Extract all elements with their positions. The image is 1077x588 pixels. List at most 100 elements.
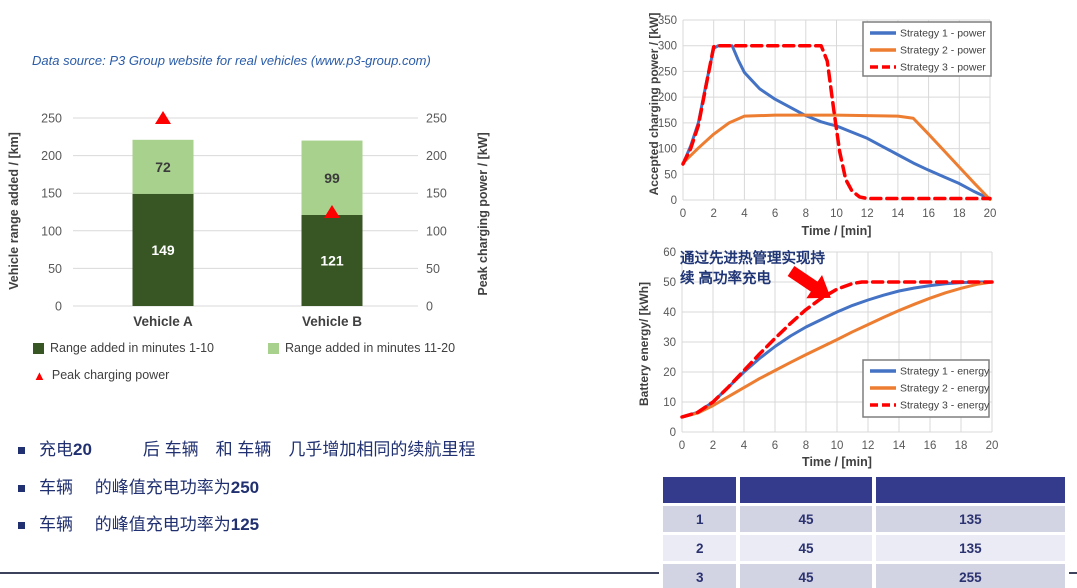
svg-text:300: 300 (658, 41, 677, 53)
svg-text:12: 12 (861, 208, 874, 220)
svg-text:121: 121 (320, 253, 344, 269)
legend-item-peak-power: ▲ Peak charging power (33, 368, 169, 382)
svg-text:18: 18 (953, 208, 966, 220)
bullet-item: 车辆 的峰值充电功率为125 (18, 513, 475, 538)
svg-text:50: 50 (48, 262, 62, 276)
svg-text:2: 2 (710, 208, 716, 220)
light-green-swatch-icon (268, 342, 279, 354)
svg-text:6: 6 (772, 208, 778, 220)
results-table: 1 45 135 2 45 135 3 45 255 (659, 474, 1069, 588)
data-source-note: Data source: P3 Group website for real v… (32, 53, 431, 68)
svg-text:Vehicle B: Vehicle B (302, 314, 362, 329)
svg-text:10: 10 (830, 208, 843, 220)
svg-text:250: 250 (41, 112, 62, 126)
svg-text:149: 149 (151, 242, 175, 258)
svg-text:8: 8 (803, 440, 809, 452)
table-header-cell (740, 477, 872, 503)
table-row: 2 45 135 (663, 535, 1065, 561)
bullet-square-icon (18, 447, 25, 454)
svg-text:150: 150 (426, 187, 447, 201)
svg-text:Strategy 2 - energy: Strategy 2 - energy (900, 383, 990, 395)
table-cell: 1 (663, 506, 737, 532)
legend-label: Peak charging power (51, 368, 170, 382)
svg-text:100: 100 (41, 224, 62, 238)
svg-text:250: 250 (426, 112, 447, 126)
svg-text:Vehicle A: Vehicle A (133, 314, 193, 329)
svg-text:14: 14 (892, 208, 905, 220)
results-table-wrap: 1 45 135 2 45 135 3 45 255 (659, 474, 1069, 588)
vehicle-range-bar-chart: 0 0 50 50 100 100 150 150 200 200 250 250 72 149 Vehic… (41, 111, 447, 329)
svg-text:Time / [min]: Time / [min] (802, 455, 872, 469)
svg-text:250: 250 (658, 66, 677, 78)
battery-energy-line-chart: 0 2 4 6 8 10 12 14 16 18 20 0 10 20 30 40 50 60 Time / [mi… (663, 247, 999, 469)
table-cell: 3 (663, 564, 737, 588)
svg-text:18: 18 (955, 440, 968, 452)
svg-text:16: 16 (924, 440, 937, 452)
svg-text:Strategy 3 - power: Strategy 3 - power (900, 62, 986, 74)
table-header-cell (875, 477, 1065, 503)
table-cell: 135 (875, 535, 1065, 561)
table-cell: 45 (740, 564, 872, 588)
svg-text:50: 50 (426, 262, 440, 276)
svg-text:0: 0 (55, 300, 62, 314)
svg-text:0: 0 (670, 427, 676, 439)
svg-text:30: 30 (663, 337, 676, 349)
svg-text:20: 20 (663, 367, 676, 379)
svg-text:0: 0 (680, 208, 686, 220)
table-row: 3 45 255 (663, 564, 1065, 588)
svg-text:20: 20 (986, 440, 999, 452)
table-cell: 135 (875, 506, 1065, 532)
svg-text:0: 0 (679, 440, 685, 452)
bullet-item: 充电20 后 车辆 和 车辆 几乎增加相同的续航里程 (18, 438, 475, 463)
results-table-header (663, 477, 1065, 503)
svg-text:2: 2 (710, 440, 716, 452)
table-row: 1 45 135 (663, 506, 1065, 532)
svg-text:Time / [min]: Time / [min] (802, 224, 872, 238)
bullet-square-icon (18, 484, 25, 492)
table-cell: 255 (875, 564, 1065, 588)
svg-text:100: 100 (658, 144, 677, 156)
svg-text:72: 72 (155, 159, 171, 175)
svg-text:150: 150 (41, 187, 62, 201)
svg-text:60: 60 (663, 247, 676, 259)
svg-text:50: 50 (664, 169, 677, 181)
table-cell: 45 (740, 535, 872, 561)
dark-green-swatch-icon (33, 342, 44, 354)
charging-power-line-chart: 0 2 4 6 8 10 12 14 16 18 20050100150200250300350Ti… (658, 15, 997, 238)
svg-text:12: 12 (862, 440, 875, 452)
svg-text:40: 40 (663, 307, 676, 319)
svg-text:16: 16 (922, 208, 935, 220)
table-header-cell (663, 477, 737, 503)
bullet-list: 充电20 后 车辆 和 车辆 几乎增加相同的续航里程 车辆 的峰值充电功率为25… (18, 438, 475, 551)
svg-text:4: 4 (741, 208, 748, 220)
svg-text:200: 200 (41, 149, 62, 163)
legend-label: Range added in minutes 1-10 (50, 341, 215, 355)
svg-text:50: 50 (663, 277, 676, 289)
svg-text:0: 0 (426, 300, 433, 314)
svg-text:14: 14 (893, 440, 906, 452)
svg-text:6: 6 (772, 440, 778, 452)
svg-text:10: 10 (663, 397, 676, 409)
bullet-square-icon (18, 522, 25, 530)
bar-chart-left-axis-label: Vehicle range added / [km] (7, 132, 21, 290)
svg-text:Strategy 1 - energy: Strategy 1 - energy (900, 366, 990, 378)
svg-text:8: 8 (803, 208, 809, 220)
legend-item-range-11-20: Range added in minutes 11-20 (268, 341, 455, 355)
red-triangle-icon: ▲ (33, 367, 46, 383)
legend-label: Range added in minutes 11-20 (285, 341, 456, 355)
svg-text:0: 0 (671, 195, 677, 207)
slide-bottom-rule (0, 572, 1077, 574)
results-table-body: 1 45 135 2 45 135 3 45 255 (663, 506, 1065, 588)
svg-text:350: 350 (658, 15, 677, 27)
bullet-item: 车辆 的峰值充电功率为250 (18, 476, 475, 501)
thermal-management-annotation: 通过先进热管理实现持续 高功率充电 (680, 251, 825, 287)
svg-text:Strategy 3 - energy: Strategy 3 - energy (900, 400, 990, 412)
legend-item-range-1-10: Range added in minutes 1-10 (33, 341, 214, 355)
svg-text:10: 10 (831, 440, 844, 452)
svg-text:20: 20 (984, 208, 997, 220)
svg-text:Strategy 2 - power: Strategy 2 - power (900, 45, 986, 57)
svg-text:Strategy 1 - power: Strategy 1 - power (900, 28, 986, 40)
svg-text:100: 100 (426, 224, 447, 238)
svg-text:200: 200 (426, 149, 447, 163)
